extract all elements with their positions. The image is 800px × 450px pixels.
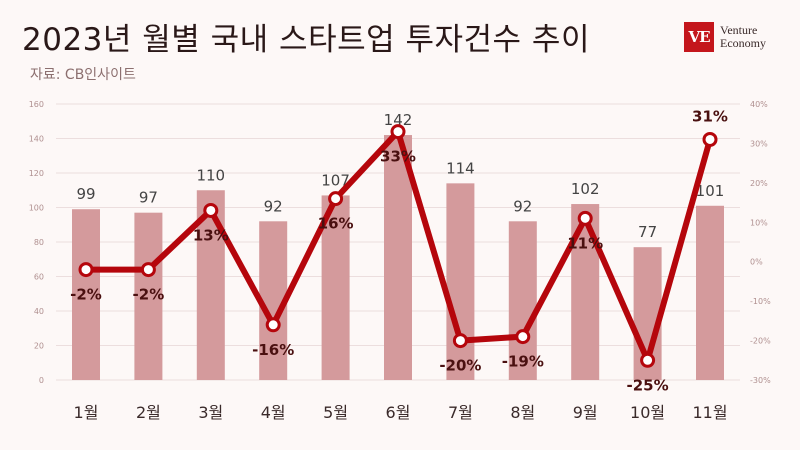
x-axis-category-label: 5월 (323, 403, 348, 422)
bar (72, 209, 100, 380)
line-value-label: 16% (318, 215, 354, 233)
bar-value-label: 92 (513, 197, 532, 215)
logo-mark-icon: VE (684, 22, 714, 52)
x-axis-category-label: 6월 (386, 403, 411, 422)
chart-source: 자료: CB인사이트 (30, 67, 136, 83)
bar (446, 183, 475, 380)
bar (321, 195, 350, 380)
left-axis-tick-label: 120 (29, 169, 44, 178)
line-value-label: 33% (380, 148, 416, 166)
right-axis-tick-label: -10% (750, 297, 771, 306)
bar-value-label: 102 (571, 180, 600, 198)
right-axis-tick-label: 10% (750, 218, 768, 227)
x-axis-category-label: 7월 (448, 403, 473, 422)
right-axis-tick-label: 0% (750, 258, 763, 267)
line-value-label: 11% (567, 234, 603, 252)
line-point (577, 210, 593, 226)
bar-value-label: 142 (384, 111, 413, 129)
left-axis-tick-label: 140 (29, 135, 44, 144)
right-axis-tick-label: 30% (750, 139, 768, 148)
x-axis-category-label: 3월 (198, 403, 223, 422)
logo-line-1: Venture (720, 23, 758, 37)
x-axis-category-label: 11월 (692, 403, 727, 422)
line-point (203, 202, 219, 218)
line-value-label: 13% (193, 226, 229, 244)
right-axis-tick-label: -30% (750, 376, 771, 385)
left-axis-tick-label: 100 (29, 204, 44, 213)
bar-value-label: 97 (139, 189, 158, 207)
left-axis-tick-label: 0 (39, 376, 44, 385)
line-point (515, 329, 531, 345)
bar (384, 135, 412, 380)
x-axis-category-label: 8월 (510, 403, 535, 422)
line-point (702, 131, 718, 147)
x-axis-category-label: 10월 (630, 403, 665, 422)
line-value-label: -25% (627, 376, 669, 394)
bar-value-label: 77 (638, 223, 657, 241)
bar (134, 212, 163, 380)
bar-value-label: 114 (446, 159, 475, 177)
line-value-label: -2% (133, 286, 165, 304)
line-value-label: -20% (439, 357, 481, 375)
left-axis-tick-label: 60 (34, 273, 44, 282)
venture-economy-logo: VE Venture Economy (684, 22, 766, 52)
left-axis-tick-label: 40 (34, 307, 44, 316)
line-value-label: -19% (502, 353, 544, 371)
left-axis-tick-label: 80 (34, 238, 44, 247)
right-axis-tick-label: 20% (750, 179, 768, 188)
right-axis-tick-label: -20% (750, 337, 771, 346)
chart-title: 2023년 월별 국내 스타트업 투자건수 추이 (22, 22, 590, 58)
line-point (140, 262, 156, 278)
line-value-label: -16% (252, 341, 294, 359)
x-axis-category-label: 9월 (573, 403, 598, 422)
line-value-label: -2% (70, 286, 102, 304)
bar (571, 204, 600, 380)
line-point (640, 352, 656, 368)
x-axis-category-label: 1월 (74, 403, 99, 422)
logo-wordmark: Venture Economy (720, 24, 766, 50)
bar (508, 221, 537, 380)
left-axis-tick-label: 160 (29, 100, 44, 109)
line-point (328, 191, 344, 207)
x-axis-category-label: 2월 (136, 403, 161, 422)
line-point (390, 124, 406, 140)
bar-value-label: 110 (196, 166, 225, 184)
line-point (452, 333, 468, 349)
right-axis-tick-label: 40% (750, 100, 768, 109)
logo-line-2: Economy (720, 36, 766, 50)
x-axis-category-label: 4월 (261, 403, 286, 422)
left-axis-tick-label: 20 (34, 342, 44, 351)
bar-value-label: 101 (696, 182, 725, 200)
line-point (265, 317, 281, 333)
bar-value-label: 107 (321, 171, 350, 189)
bar-value-label: 99 (76, 185, 95, 203)
line-value-label: 31% (692, 107, 728, 125)
bar (696, 205, 724, 380)
line-point (78, 262, 94, 278)
bar-value-label: 92 (264, 197, 283, 215)
